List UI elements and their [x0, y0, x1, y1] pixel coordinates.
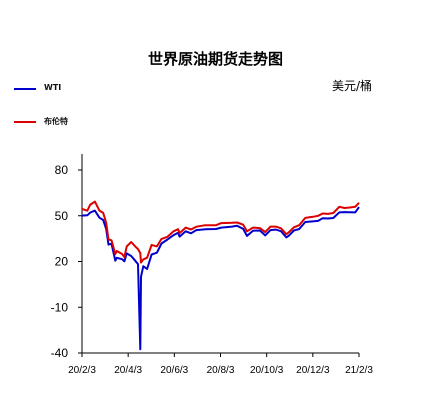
series-line-brent [81, 200, 360, 264]
y-tick-label-3: -10 [51, 300, 69, 314]
y-tick-label-4: -40 [51, 346, 69, 360]
legend-swatch-brent [14, 121, 36, 123]
x-tick-label-5: 20/12/3 [296, 365, 330, 376]
x-tick-label-3: 20/8/3 [207, 365, 235, 376]
series-line-wti [81, 206, 360, 351]
legend-label-wti: WTI [44, 83, 62, 92]
y-tick-label-1: 50 [55, 209, 69, 223]
y-tick-label-2: 20 [55, 255, 69, 269]
x-tick-label-6: 21/2/3 [345, 365, 373, 376]
x-tick-label-4: 20/10/3 [250, 365, 284, 376]
legend-swatch-wti [14, 88, 36, 90]
x-tick-label-1: 20/4/3 [114, 365, 142, 376]
x-tick-label-2: 20/6/3 [160, 365, 188, 376]
y-tick-label-0: 80 [55, 163, 69, 177]
legend-label-brent: 布伦特 [44, 117, 68, 126]
chart-title: 世界原油期货走势图 [147, 50, 283, 68]
x-tick-label-0: 20/2/3 [68, 365, 96, 376]
unit-label: 美元/桶 [332, 79, 373, 93]
